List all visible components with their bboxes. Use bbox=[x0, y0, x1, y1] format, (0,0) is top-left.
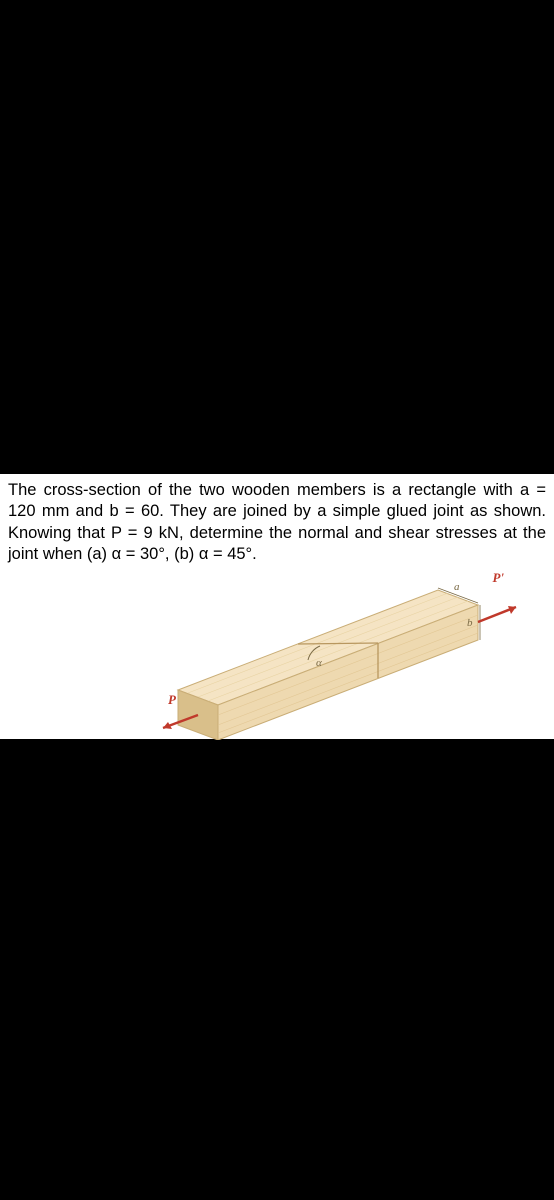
force-label-right: P' bbox=[492, 570, 504, 586]
figure-area: P' P α a bbox=[8, 570, 546, 740]
angle-label: α bbox=[316, 657, 322, 669]
problem-statement: The cross-section of the two wooden memb… bbox=[8, 480, 546, 566]
dim-b-label: b bbox=[467, 617, 473, 629]
problem-content-block: The cross-section of the two wooden memb… bbox=[0, 474, 554, 739]
dim-a-label: a bbox=[454, 581, 460, 593]
wooden-member-diagram: α a b bbox=[8, 570, 554, 740]
force-label-left: P bbox=[168, 692, 176, 708]
